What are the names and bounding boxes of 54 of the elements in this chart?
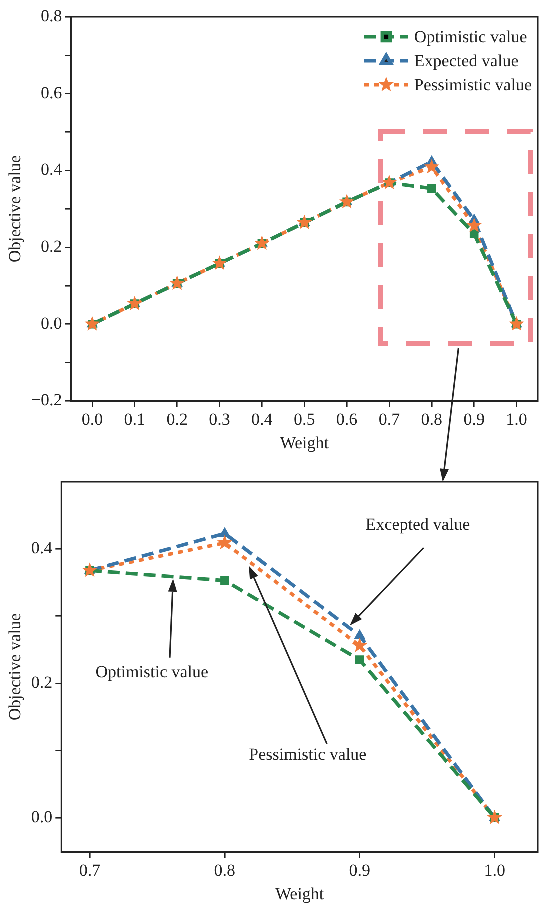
y-tick-label: 0.0 xyxy=(40,314,62,333)
x-tick-label: 0.9 xyxy=(349,860,370,880)
x-tick-label: 0.8 xyxy=(421,410,443,429)
point xyxy=(220,528,230,537)
point xyxy=(170,276,185,290)
y-tick-label: 0.2 xyxy=(31,673,53,692)
point xyxy=(466,218,482,232)
point xyxy=(424,159,440,174)
point xyxy=(84,316,100,331)
x-tick-label: 0.7 xyxy=(378,410,401,429)
x-tick-label: 0.8 xyxy=(214,860,236,880)
x-tick-label: 0.3 xyxy=(209,410,230,429)
point xyxy=(487,810,502,824)
x-tick-label: 0.1 xyxy=(124,410,146,429)
y-tick-label: 0.4 xyxy=(31,538,54,558)
x-tick-label: 0.6 xyxy=(336,410,358,429)
legend-label: Pessimistic value xyxy=(414,75,532,94)
x-tick-label: 1.0 xyxy=(506,410,528,429)
point xyxy=(254,236,270,250)
y-tick-label: 0.2 xyxy=(40,236,62,256)
x-tick-label: 1.0 xyxy=(484,860,506,880)
y-tick-label: −0.2 xyxy=(31,390,62,410)
y-axis-title: Objective value xyxy=(6,156,25,263)
point xyxy=(428,184,436,194)
point xyxy=(354,630,366,640)
point xyxy=(82,562,98,578)
annotation: Excepted value xyxy=(366,515,470,534)
x-axis-title: Weight xyxy=(280,433,330,452)
point xyxy=(509,316,524,331)
y-tick-label: 0.0 xyxy=(31,807,53,826)
point xyxy=(217,535,233,550)
x-tick-label: 0.7 xyxy=(79,860,102,880)
legend-label: Optimistic value xyxy=(414,27,528,46)
x-tick-label: 0.9 xyxy=(464,410,485,429)
x-tick-label: 0.4 xyxy=(252,410,274,429)
point xyxy=(127,296,142,310)
x-tick-label: 0.0 xyxy=(82,410,104,429)
annotation: Pessimistic value xyxy=(249,745,367,764)
annotation: Optimistic value xyxy=(96,662,209,682)
x-tick-label: 0.2 xyxy=(166,410,188,429)
x-tick-label: 0.5 xyxy=(294,410,316,429)
point xyxy=(339,194,355,209)
point xyxy=(352,638,368,652)
y-axis-title: Objective value xyxy=(6,614,25,721)
x-axis-title: Weight xyxy=(275,884,324,904)
point xyxy=(212,256,228,270)
y-tick-label: 0.6 xyxy=(40,83,62,102)
legend-label: Expected value xyxy=(414,51,519,70)
y-tick-label: 0.8 xyxy=(40,6,62,26)
y-tick-label: 0.4 xyxy=(40,160,63,180)
point xyxy=(220,576,230,586)
point xyxy=(382,174,398,190)
point xyxy=(297,214,312,230)
point xyxy=(355,656,364,664)
